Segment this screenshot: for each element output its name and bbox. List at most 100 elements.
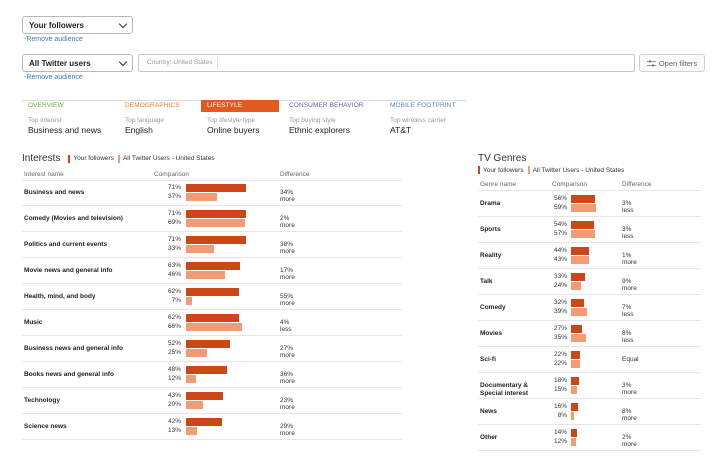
- followers-bar: [186, 314, 239, 322]
- followers-bar: [571, 351, 581, 359]
- row-divider: [22, 361, 402, 362]
- all-users-bar: [571, 334, 586, 342]
- all-users-bar: [571, 230, 595, 238]
- row-divider: [22, 335, 402, 336]
- country-filter-field[interactable]: Country: United States: [138, 54, 635, 72]
- all-users-bar: [571, 204, 596, 212]
- tab-subtitle: Top interest: [28, 117, 62, 124]
- followers-percent: 62%: [167, 288, 181, 295]
- tab-overview[interactable]: OVERVIEW Top interest Business and news: [22, 100, 115, 138]
- country-tag[interactable]: Country: United States: [142, 57, 219, 69]
- tab-label: CONSUMER BEHAVIOR: [289, 102, 364, 109]
- row-divider: [478, 450, 700, 451]
- followers-bar: [186, 392, 223, 400]
- all-users-percent: 59%: [553, 204, 567, 211]
- followers-bar: [571, 273, 585, 281]
- row-divider: [22, 413, 402, 414]
- interests-legend: Your followers All Twitter Users - Unite…: [60, 154, 215, 163]
- legend-all-users: All Twitter Users - United States: [532, 166, 625, 174]
- all-users-bar: [186, 219, 245, 227]
- tab-value: Ethnic explorers: [289, 125, 350, 135]
- row-divider: [478, 320, 700, 321]
- all-users-bar: [186, 323, 243, 331]
- tab-consumer-behavior[interactable]: CONSUMER BEHAVIOR Top buying style Ethnic …: [283, 100, 379, 138]
- followers-bar: [571, 247, 590, 255]
- row-divider: [478, 242, 700, 243]
- followers-percent: 56%: [553, 195, 567, 202]
- all-users-percent: 33%: [167, 245, 181, 252]
- followers-bar: [571, 325, 583, 333]
- tab-label: LIFESTYLE: [201, 100, 279, 112]
- comparison-select[interactable]: All Twitter users: [22, 54, 133, 72]
- tv-legend: Your followers All Twitter Users - Unite…: [474, 166, 624, 174]
- all-users-percent: 69%: [167, 219, 181, 226]
- followers-bar: [186, 340, 231, 348]
- comparison-select-value: All Twitter users: [29, 58, 91, 68]
- tv-title: TV Genres: [478, 153, 527, 164]
- row-name: Movie news and general info: [24, 267, 113, 274]
- all-users-bar: [571, 386, 578, 394]
- remove-audience-link[interactable]: -Remove audience: [24, 36, 83, 43]
- all-users-percent: 22%: [553, 360, 567, 367]
- interests-col-comparison: Comparison: [154, 171, 190, 178]
- legend-swatch-followers: [478, 166, 480, 174]
- row-divider: [22, 231, 402, 232]
- all-users-bar: [186, 245, 215, 253]
- tab-lifestyle[interactable]: LIFESTYLE Top lifestyle type Online buyers: [201, 100, 279, 138]
- row-divider: [22, 257, 402, 258]
- row-name: Drama: [480, 200, 501, 207]
- difference-value: 3% more: [622, 382, 637, 396]
- followers-percent: 32%: [553, 299, 567, 306]
- audience-select-value: Your followers: [29, 20, 84, 30]
- difference-value: 38% more: [280, 241, 295, 255]
- all-users-bar: [186, 271, 226, 279]
- followers-bar: [571, 195, 595, 203]
- difference-value: 4% less: [280, 319, 292, 333]
- all-users-percent: 8%: [557, 412, 567, 419]
- audience-select[interactable]: Your followers: [22, 16, 133, 34]
- followers-percent: 54%: [553, 221, 567, 228]
- row-divider: [478, 424, 700, 425]
- followers-percent: 71%: [167, 210, 181, 217]
- difference-value: 8% less: [622, 330, 634, 344]
- row-name: Music: [24, 319, 43, 326]
- open-filters-button[interactable]: Open filters: [639, 54, 705, 72]
- followers-bar: [186, 184, 247, 192]
- all-users-bar: [571, 412, 575, 420]
- difference-value: 3% less: [622, 200, 634, 214]
- difference-value: 7% less: [622, 304, 634, 318]
- followers-bar: [571, 221, 594, 229]
- followers-percent: 18%: [553, 377, 567, 384]
- legend-all-users: All Twitter Users - United States: [122, 155, 215, 162]
- difference-value: 2% more: [280, 215, 295, 229]
- followers-bar: [571, 377, 579, 385]
- difference-value: 8% more: [622, 408, 637, 422]
- difference-value: 34% more: [280, 189, 295, 203]
- all-users-percent: 43%: [553, 256, 567, 263]
- all-users-bar: [571, 308, 588, 316]
- difference-value: 2% more: [622, 434, 637, 448]
- legend-swatch-all-users: [117, 154, 120, 163]
- row-divider: [478, 216, 700, 217]
- tab-mobile-footprint[interactable]: MOBILE FOOTPRINT Top wireless carrier AT&T: [384, 100, 464, 138]
- legend-followers: Your followers: [483, 166, 524, 174]
- remove-comparison-link[interactable]: -Remove audience: [24, 74, 83, 81]
- followers-percent: 16%: [553, 403, 567, 410]
- tab-demographics[interactable]: DEMOGRAPHICS Top language English: [119, 100, 197, 138]
- row-name: Health, mind, and body: [24, 293, 96, 300]
- row-divider: [478, 346, 700, 347]
- tab-label: MOBILE FOOTPRINT: [390, 102, 456, 109]
- chevron-down-icon: [118, 19, 128, 28]
- row-name: Talk: [480, 278, 493, 285]
- tv-header-rule: [478, 190, 700, 191]
- legend-swatch-followers: [68, 154, 71, 163]
- row-name: Technology: [24, 397, 60, 404]
- row-name: Sports: [480, 226, 501, 233]
- all-users-bar: [571, 282, 582, 290]
- interests-title: Interests: [22, 153, 61, 164]
- followers-percent: 48%: [167, 366, 181, 373]
- tab-value: Online buyers: [207, 125, 260, 135]
- row-divider: [22, 283, 402, 284]
- all-users-percent: 66%: [167, 323, 181, 330]
- tv-header: TV Genres: [478, 153, 526, 164]
